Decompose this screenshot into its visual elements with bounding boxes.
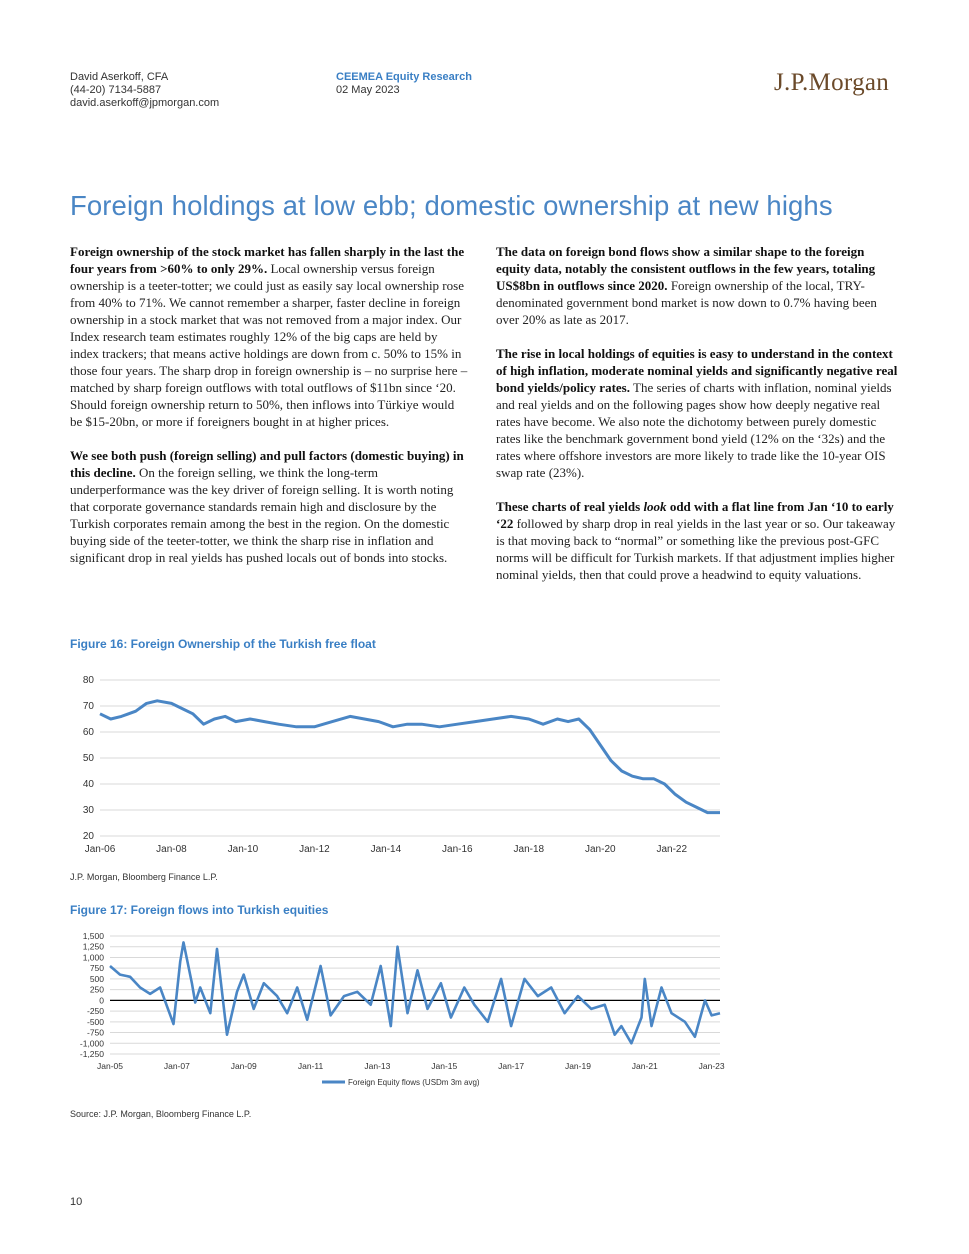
y-tick-label: -1,000 <box>80 1038 104 1048</box>
figure-16-title: Figure 16: Foreign Ownership of the Turk… <box>70 637 376 651</box>
paragraph-lead: Foreign ownership of the stock market ha… <box>70 244 465 276</box>
x-tick-label: Jan-23 <box>699 1061 725 1071</box>
x-tick-label: Jan-16 <box>442 844 473 855</box>
publication-date: 02 May 2023 <box>336 84 400 96</box>
figure-16-source: J.P. Morgan, Bloomberg Finance L.P. <box>70 872 218 882</box>
y-tick-label: 80 <box>83 675 95 686</box>
x-tick-label: Jan-06 <box>85 844 116 855</box>
y-tick-label: -750 <box>87 1028 104 1038</box>
figure-16-chart: 20 30 40 50 60 70 80 Jan-06 Jan-08 Jan-10 Jan-12 Ja… <box>83 675 720 855</box>
paragraph: The rise in local holdings of equities i… <box>496 345 899 481</box>
paragraph: The data on foreign bond flows show a si… <box>496 243 899 328</box>
x-tick-label: Jan-12 <box>299 844 330 855</box>
y-tick-label: 60 <box>83 727 95 738</box>
publication-name: CEEMEA Equity Research <box>336 71 472 83</box>
author-email[interactable]: david.aserkoff@jpmorgan.com <box>70 97 220 109</box>
author-phone: (44-20) 7134-5887 <box>70 84 162 96</box>
right-column: The data on foreign bond flows show a si… <box>496 243 899 600</box>
y-tick-label: 50 <box>83 753 95 764</box>
y-tick-label: 20 <box>83 831 95 842</box>
x-tick-label: Jan-22 <box>656 844 687 855</box>
x-tick-label: Jan-05 <box>97 1061 123 1071</box>
author-name: David Aserkoff, CFA <box>70 71 169 83</box>
y-tick-label: -250 <box>87 1006 104 1016</box>
y-tick-label: 750 <box>90 963 104 973</box>
x-tick-label: Jan-07 <box>164 1061 190 1071</box>
y-tick-label: 250 <box>90 985 104 995</box>
page-title: Foreign holdings at low ebb; domestic ow… <box>70 190 833 221</box>
x-tick-label: Jan-19 <box>565 1061 591 1071</box>
paragraph-lead: These charts of real yields look odd wit… <box>496 499 894 531</box>
figure-17-chart: -1,250-1,000-750-500-25002505007501,0001… <box>80 931 725 1087</box>
paragraph-body: followed by sharp drop in real yields in… <box>496 516 896 582</box>
x-tick-label: Jan-13 <box>364 1061 390 1071</box>
x-tick-label: Jan-21 <box>632 1061 658 1071</box>
paragraph-body: On the foreign selling, we think the lon… <box>70 465 454 565</box>
paragraph-body: Foreign ownership of the local, TRY-deno… <box>496 278 877 327</box>
y-tick-label: 1,000 <box>83 952 105 962</box>
lead-part: These charts of real yields <box>496 499 644 514</box>
figure-17-title: Figure 17: Foreign flows into Turkish eq… <box>70 903 329 917</box>
paragraph: We see both push (foreign selling) and p… <box>70 447 468 566</box>
x-tick-label: Jan-18 <box>514 844 545 855</box>
paragraph-body: The series of charts with inflation, nom… <box>496 380 892 480</box>
y-tick-label: 30 <box>83 805 95 816</box>
paragraph: These charts of real yields look odd wit… <box>496 498 899 583</box>
legend-label: Foreign Equity flows (USDm 3m avg) <box>348 1078 480 1087</box>
left-column: Foreign ownership of the stock market ha… <box>70 243 468 583</box>
x-tick-label: Jan-15 <box>431 1061 457 1071</box>
y-tick-label: -1,250 <box>80 1049 104 1059</box>
x-tick-label: Jan-11 <box>298 1061 324 1071</box>
x-tick-label: Jan-10 <box>228 844 259 855</box>
y-tick-label: 70 <box>83 701 95 712</box>
y-tick-label: -500 <box>87 1017 104 1027</box>
paragraph-lead: The rise in local holdings of equities i… <box>496 346 898 395</box>
y-tick-label: 1,250 <box>83 942 105 952</box>
x-tick-label: Jan-20 <box>585 844 616 855</box>
paragraph: Foreign ownership of the stock market ha… <box>70 243 468 430</box>
lead-italic: look <box>643 499 667 514</box>
series-line <box>109 941 721 1045</box>
x-tick-label: Jan-14 <box>371 844 402 855</box>
author-block: David Aserkoff, CFA (44-20) 7134-5887 da… <box>70 71 219 110</box>
lead-part: odd with a flat line from Jan ‘10 to ear… <box>496 499 894 531</box>
paragraph-lead: The data on foreign bond flows show a si… <box>496 244 876 293</box>
publication-block: CEEMEA Equity Research 02 May 2023 <box>336 71 472 97</box>
y-tick-label: 40 <box>83 779 95 790</box>
x-tick-label: Jan-09 <box>231 1061 257 1071</box>
x-tick-label: Jan-08 <box>156 844 187 855</box>
paragraph-body: Local ownership versus foreign ownership… <box>70 261 468 429</box>
y-tick-label: 0 <box>99 995 104 1005</box>
figure-17-source: Source: J.P. Morgan, Bloomberg Finance L… <box>70 1109 252 1119</box>
y-tick-label: 500 <box>90 974 104 984</box>
jpmorgan-logo: J.P.Morgan <box>774 69 890 96</box>
x-tick-label: Jan-17 <box>498 1061 524 1071</box>
series-line <box>99 699 720 815</box>
paragraph-lead: We see both push (foreign selling) and p… <box>70 448 464 480</box>
y-tick-label: 1,500 <box>83 931 105 941</box>
page-number: 10 <box>70 1196 83 1208</box>
